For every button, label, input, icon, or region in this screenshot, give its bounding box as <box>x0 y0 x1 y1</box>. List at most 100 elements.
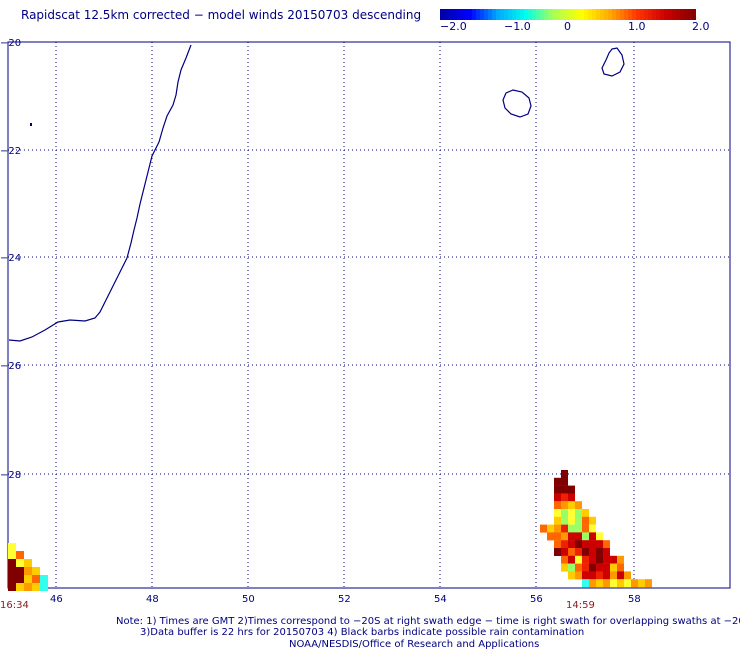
lon-label-50: 50 <box>242 594 255 605</box>
wind-cell <box>575 540 582 549</box>
wind-cell <box>547 532 554 541</box>
colorbar-cell <box>460 9 464 20</box>
colorbar-cell <box>464 9 468 20</box>
wind-cell <box>561 485 568 494</box>
wind-cell <box>589 555 596 564</box>
colorbar-cell <box>608 9 612 20</box>
wind-cell <box>610 563 617 572</box>
wind-cell <box>568 555 575 564</box>
wind-cell <box>596 571 603 580</box>
colorbar-cell <box>536 9 540 20</box>
wind-cell <box>617 579 624 588</box>
wind-cell <box>16 567 24 575</box>
wind-cell <box>589 571 596 580</box>
colorbar-cell <box>564 9 568 20</box>
colorbar-labels: −2.0 −1.0 0 1.0 2.0 <box>430 20 720 34</box>
colorbar-cell <box>668 9 672 20</box>
colorbar-cell <box>580 9 584 20</box>
wind-cell <box>8 551 16 559</box>
colorbar-cell <box>468 9 472 20</box>
wind-cell <box>575 563 582 572</box>
wind-cell <box>561 470 568 478</box>
wind-cell <box>554 548 561 556</box>
wind-cell <box>582 555 589 564</box>
wind-cell <box>575 532 582 541</box>
lon-label-56: 56 <box>530 594 543 605</box>
wind-cell <box>554 524 561 533</box>
colorbar-cell <box>572 9 576 20</box>
wind-cell <box>32 583 40 591</box>
wind-cell <box>24 583 32 591</box>
colorbar-cell <box>500 9 504 20</box>
colorbar-cell <box>448 9 452 20</box>
colorbar-cell <box>664 9 668 20</box>
wind-cell <box>561 563 568 572</box>
colorbar-cell <box>632 9 636 20</box>
colorbar-label-neg1: −1.0 <box>504 20 531 33</box>
colorbar-cell <box>496 9 500 20</box>
wind-cell <box>554 540 561 549</box>
wind-cell <box>610 555 617 564</box>
wind-cell <box>561 477 568 486</box>
lat-label-28: −28 <box>0 470 21 481</box>
wind-cell <box>589 540 596 549</box>
wind-cell <box>596 532 603 541</box>
wind-cell <box>554 485 561 494</box>
wind-difference-map: −20 −22 −24 −26 −28 46 48 50 52 54 56 58… <box>0 38 731 611</box>
wind-cell <box>568 563 575 572</box>
wind-cell <box>568 509 575 517</box>
wind-cell <box>617 555 624 564</box>
wind-cell <box>561 524 568 533</box>
wind-cell <box>575 571 582 580</box>
longitude-gridlines <box>55 42 635 588</box>
wind-cell <box>568 493 575 502</box>
colorbar-cell <box>524 9 528 20</box>
wind-cell <box>40 575 48 583</box>
colorbar <box>440 9 696 20</box>
wind-cell <box>32 567 40 575</box>
colorbar-cell <box>616 9 620 20</box>
wind-cell <box>16 551 24 559</box>
wind-cell <box>568 516 575 525</box>
wind-cell <box>8 567 16 575</box>
wind-cell <box>24 559 32 567</box>
colorbar-label-neg2: −2.0 <box>440 20 467 33</box>
wind-cell <box>547 524 554 533</box>
lon-label-52: 52 <box>338 594 351 605</box>
wind-cell <box>561 509 568 517</box>
wind-cell <box>638 579 645 588</box>
colorbar-cell <box>684 9 688 20</box>
mauritius-island-coastline <box>601 47 625 77</box>
wind-cell <box>617 571 624 580</box>
wind-cell <box>561 501 568 510</box>
colorbar-cell <box>492 9 496 20</box>
colorbar-cell <box>476 9 480 20</box>
wind-cell <box>554 501 561 510</box>
colorbar-cell <box>676 9 680 20</box>
wind-cell <box>645 579 652 588</box>
wind-cell <box>561 548 568 556</box>
wind-cell <box>575 555 582 564</box>
swath-time-left: 16:34 <box>0 600 29 611</box>
colorbar-cell <box>452 9 456 20</box>
wind-cell <box>561 493 568 502</box>
colorbar-cell <box>540 9 544 20</box>
wind-cell <box>568 532 575 541</box>
swath-time-right: 14:59 <box>566 600 595 611</box>
wind-cell <box>603 563 610 572</box>
lon-label-46: 46 <box>50 594 63 605</box>
wind-cell <box>582 571 589 580</box>
lat-label-20: −20 <box>0 38 21 49</box>
wind-cell <box>554 493 561 502</box>
colorbar-cell <box>648 9 652 20</box>
wind-cell <box>8 543 16 551</box>
wind-difference-cells <box>8 470 652 591</box>
wind-cell <box>16 583 24 591</box>
colorbar-cell <box>516 9 520 20</box>
wind-cell <box>575 509 582 517</box>
colorbar-cell <box>680 9 684 20</box>
colorbar-cell <box>644 9 648 20</box>
lat-label-22: −22 <box>0 146 21 157</box>
colorbar-cell <box>532 9 536 20</box>
wind-cell <box>32 575 40 583</box>
